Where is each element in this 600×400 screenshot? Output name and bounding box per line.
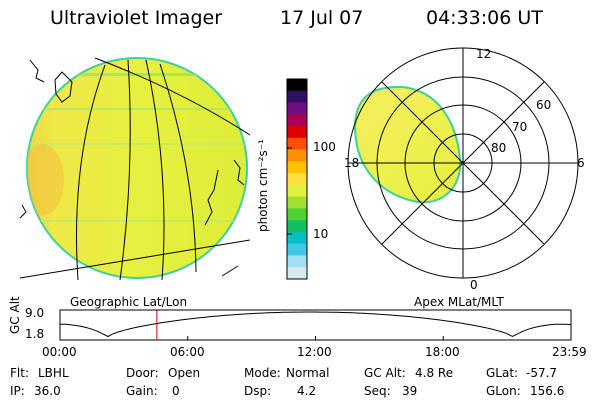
time-label: 04:33:06 UT xyxy=(426,7,543,29)
altitude-xtick-4: 23:59 xyxy=(552,345,587,359)
mlt-label-0: 0 xyxy=(470,278,478,292)
colorbar-segment xyxy=(287,267,307,280)
altitude-ylabel: GC Alt xyxy=(8,296,22,334)
door-value: Open xyxy=(168,366,201,380)
colorbar-segment xyxy=(287,184,307,198)
seq-label: Seq: xyxy=(364,384,391,398)
colorbar-segment xyxy=(287,220,307,233)
coastlines xyxy=(19,59,245,277)
colorbar-frame xyxy=(286,78,308,280)
mlt-label-6: 6 xyxy=(577,156,585,170)
colorbar-label-10: 10 xyxy=(313,227,329,241)
seq-value: 39 xyxy=(402,384,418,398)
glon-label: GLon: xyxy=(486,384,521,398)
altitude-ymax: 9.0 xyxy=(25,306,45,320)
filter-label: Flt: xyxy=(10,366,29,380)
dsp-value: 4.2 xyxy=(297,384,317,398)
polar-plot xyxy=(347,47,579,279)
colorbar-segment xyxy=(287,173,307,186)
altitude-x-ticks xyxy=(59,336,572,340)
mode-label: Mode: xyxy=(244,366,281,380)
colorbar-segment xyxy=(287,149,307,162)
colorbar-segment xyxy=(287,208,307,221)
geo-grid-lines xyxy=(19,57,251,281)
colorbar-segment xyxy=(287,90,307,104)
polar-panel-title: Apex MLat/MLT xyxy=(414,295,504,309)
colorbar-segment xyxy=(287,114,307,127)
colorbar-segment xyxy=(287,79,307,92)
door-label: Door: xyxy=(126,366,159,380)
gain-value: 0 xyxy=(172,384,180,398)
mlt-label-12: 12 xyxy=(476,47,492,61)
glon-value: 156.6 xyxy=(530,384,565,398)
colorbar-unit-label: photon cm⁻²s⁻¹ xyxy=(256,139,270,232)
altitude-xtick-0: 00:00 xyxy=(42,345,77,359)
polar-grid xyxy=(347,47,579,279)
colorbar xyxy=(287,79,307,280)
mode-value: Normal xyxy=(286,366,330,380)
altitude-xtick-1: 06:00 xyxy=(170,345,205,359)
mlat-label-70: 70 xyxy=(512,120,528,134)
mlt-label-18: 18 xyxy=(344,156,360,170)
colorbar-label-100: 100 xyxy=(313,140,336,154)
colorbar-segment xyxy=(287,255,307,268)
mlat-label-80: 80 xyxy=(491,141,507,155)
gc-alt-value: 4.8 Re xyxy=(415,366,454,380)
colorbar-segment xyxy=(287,196,307,209)
altitude-ymin: 1.8 xyxy=(25,327,45,341)
altitude-plot xyxy=(59,309,572,341)
colorbar-segment xyxy=(287,137,307,151)
geographic-image xyxy=(19,57,251,281)
ip-label: IP: xyxy=(10,384,25,398)
gain-label: Gain: xyxy=(126,384,158,398)
colorbar-segment xyxy=(287,231,307,245)
glat-value: -57.7 xyxy=(526,366,558,380)
colorbar-segment xyxy=(287,126,307,139)
mlat-label-60: 60 xyxy=(536,98,552,112)
altitude-xtick-3: 18:00 xyxy=(425,345,460,359)
colorbar-segment xyxy=(287,243,307,256)
altitude-xtick-2: 12:00 xyxy=(297,345,332,359)
geo-panel-title: Geographic Lat/Lon xyxy=(70,295,188,309)
colorbar-segment xyxy=(287,102,307,115)
ip-value: 36.0 xyxy=(34,384,61,398)
gc-alt-label: GC Alt: xyxy=(364,366,406,380)
colorbar-segment xyxy=(287,161,307,174)
altitude-curve xyxy=(59,311,572,338)
altitude-plot-frame xyxy=(59,309,572,341)
date-label: 17 Jul 07 xyxy=(280,7,364,29)
instrument-title: Ultraviolet Imager xyxy=(50,7,223,29)
filter-value: LBHL xyxy=(38,366,69,380)
dsp-label: Dsp: xyxy=(244,384,272,398)
glat-label: GLat: xyxy=(486,366,519,380)
